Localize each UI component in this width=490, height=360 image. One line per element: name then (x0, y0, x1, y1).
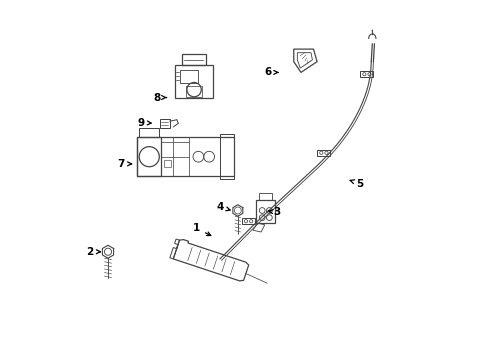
Bar (182, 54, 205, 65)
Text: 2: 2 (86, 247, 100, 257)
Bar (160, 119, 170, 128)
Text: 6: 6 (265, 67, 278, 77)
Bar (361, 71, 373, 77)
Bar (139, 128, 159, 137)
Text: 3: 3 (268, 207, 281, 217)
Bar (242, 218, 255, 225)
Text: 4: 4 (216, 202, 230, 212)
Text: 1: 1 (193, 224, 211, 235)
Bar (137, 137, 161, 176)
Bar (256, 200, 275, 223)
Text: 8: 8 (153, 93, 167, 103)
Bar (180, 69, 197, 83)
Bar (175, 65, 213, 98)
Bar (318, 149, 330, 156)
Bar (137, 137, 234, 176)
Text: 9: 9 (137, 118, 151, 128)
Bar (164, 159, 171, 167)
Bar (186, 86, 202, 97)
Bar (220, 134, 234, 179)
Text: 7: 7 (118, 159, 131, 169)
Bar (259, 193, 272, 200)
Text: 5: 5 (350, 179, 364, 189)
